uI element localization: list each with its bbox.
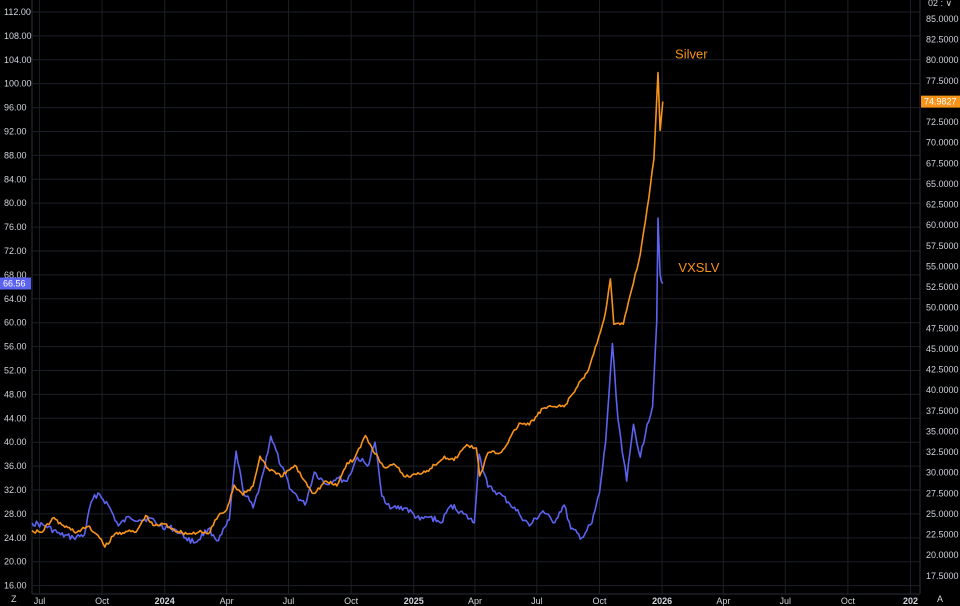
left-tick-label: 16.00 — [4, 581, 27, 591]
right-tick-label: 72.5000 — [926, 117, 959, 127]
interval-selector[interactable]: 02 : ∨ — [928, 0, 952, 8]
left-tick-label: 44.00 — [4, 413, 27, 423]
right-tick-label: 67.5000 — [926, 158, 959, 168]
left-tick-label: 100.00 — [4, 79, 32, 89]
time-tick-label: Oct — [95, 596, 110, 606]
left-tick-label: 64.00 — [4, 294, 27, 304]
left-tick-label: 56.00 — [4, 342, 27, 352]
left-tick-label: 92.00 — [4, 126, 27, 136]
right-tick-label: 25.0000 — [926, 509, 959, 519]
left-tick-label: 112.00 — [4, 7, 31, 17]
right-tick-label: 27.5000 — [926, 488, 959, 498]
time-tick-label: Apr — [468, 596, 482, 606]
series-annotation: VXSLV — [678, 260, 719, 275]
right-tick-label: 35.0000 — [926, 426, 959, 436]
left-tick-label: 72.00 — [4, 246, 27, 256]
series-annotation: Silver — [675, 47, 708, 62]
time-tick-label: Apr — [716, 596, 730, 606]
right-tick-label: 70.0000 — [926, 138, 959, 148]
right-tick-label: 55.0000 — [926, 261, 959, 271]
left-tick-label: 96.00 — [4, 103, 27, 113]
time-tick-label: Jul — [34, 596, 46, 606]
right-tick-label: 65.0000 — [926, 179, 959, 189]
left-tick-label: 80.00 — [4, 198, 27, 208]
right-tick-label: 32.5000 — [926, 447, 959, 457]
right-tick-label: 77.5000 — [926, 76, 959, 86]
left-last-value-text: 66.56 — [3, 278, 26, 288]
left-tick-label: 20.00 — [4, 557, 27, 567]
right-tick-label: 62.5000 — [926, 200, 959, 210]
right-tick-label: 85.0000 — [926, 14, 959, 24]
right-last-value-text: 74.9827 — [924, 97, 957, 107]
time-tick-label: 2024 — [155, 596, 175, 606]
right-tick-label: 42.5000 — [926, 365, 959, 375]
left-tick-label: 104.00 — [4, 55, 32, 65]
left-tick-label: 24.00 — [4, 533, 27, 543]
right-tick-label: 40.0000 — [926, 385, 959, 395]
left-tick-label: 88.00 — [4, 150, 27, 160]
auto-scale-toggle[interactable]: A — [937, 594, 943, 604]
right-tick-label: 37.5000 — [926, 406, 959, 416]
right-tick-label: 50.0000 — [926, 303, 959, 313]
left-tick-label: 76.00 — [4, 222, 27, 232]
left-tick-label: 48.00 — [4, 389, 27, 399]
time-tick-label: 2025 — [404, 596, 424, 606]
right-tick-label: 45.0000 — [926, 344, 959, 354]
time-tick-label: Oct — [344, 596, 359, 606]
right-tick-label: 20.0000 — [926, 550, 959, 560]
time-tick-label: Jul — [780, 596, 792, 606]
time-axis[interactable]: Jul Oct 2024 Apr Jul Oct 2025 Apr Jul Oct 2026 Apr J… — [32, 594, 920, 606]
left-tick-label: 40.00 — [4, 437, 27, 447]
right-tick-label: 60.0000 — [926, 220, 959, 230]
left-tick-label: 36.00 — [4, 461, 27, 471]
time-tick-label: Oct — [841, 596, 856, 606]
right-tick-label: 82.5000 — [926, 35, 959, 45]
right-tick-label: 22.5000 — [926, 530, 959, 540]
time-tick-label: 202 — [903, 596, 918, 606]
time-tick-label: Jul — [283, 596, 295, 606]
time-tick-label: Jul — [531, 596, 543, 606]
left-tick-label: 108.00 — [4, 31, 32, 41]
time-tick-label: Oct — [592, 596, 607, 606]
left-tick-label: 60.00 — [4, 318, 27, 328]
left-tick-label: 52.00 — [4, 366, 27, 376]
time-tick-label: Apr — [220, 596, 234, 606]
right-tick-label: 47.5000 — [926, 323, 959, 333]
timezone-icon[interactable]: Z — [11, 594, 17, 604]
right-tick-label: 17.5000 — [926, 571, 959, 581]
time-tick-label: 2026 — [652, 596, 672, 606]
left-tick-label: 32.00 — [4, 485, 27, 495]
right-tick-label: 52.5000 — [926, 282, 959, 292]
left-tick-label: 84.00 — [4, 174, 27, 184]
right-tick-label: 80.0000 — [926, 55, 959, 65]
right-tick-label: 57.5000 — [926, 241, 959, 251]
right-tick-label: 30.0000 — [926, 468, 959, 478]
left-tick-label: 28.00 — [4, 509, 27, 519]
